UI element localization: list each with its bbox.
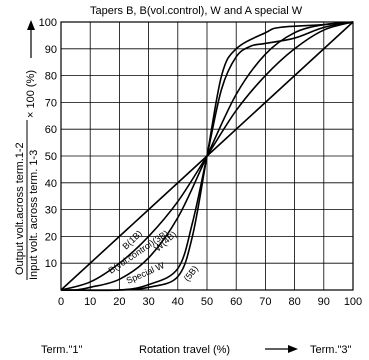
x-tick-label: 40: [172, 296, 184, 308]
chart-title: Tapers B, B(vol.control), W and A specia…: [90, 5, 303, 17]
tick-labels: 0 10 20 30 40 50 60 70 80 90 100 10 20 30 40 50 60 70 80 90…: [39, 17, 363, 308]
x-end-right: Term."3": [310, 344, 352, 356]
y-tick-label: 30: [45, 205, 57, 217]
series-line-2: [60, 21, 354, 291]
x-axis-label: Rotation travel (%): [139, 344, 230, 356]
x-tick-label: 90: [318, 296, 330, 308]
y-tick-label: 10: [45, 258, 57, 270]
series-line-4: [60, 21, 354, 291]
y-axis-label: Output volt.across term.1-2 Input volt. …: [14, 20, 40, 280]
y-axis-arrow-icon: [27, 20, 35, 30]
annotation-special-w: Special W: [125, 260, 167, 286]
x-tick-label: 0: [58, 296, 64, 308]
y-tick-label: 70: [45, 97, 57, 109]
x-tick-label: 50: [201, 296, 213, 308]
y-tick-label: 80: [45, 71, 57, 83]
y-axis-label-numerator: Output volt.across term.1-2: [14, 142, 26, 275]
y-tick-label: 20: [45, 231, 57, 243]
x-tick-label: 10: [84, 296, 96, 308]
x-tick-label: 60: [230, 296, 242, 308]
y-tick-label: 90: [45, 44, 57, 56]
y-tick-label: 100: [39, 17, 57, 29]
y-tick-label: 50: [45, 151, 57, 163]
y-tick-label: 60: [45, 124, 57, 136]
x-tick-label: 30: [142, 296, 154, 308]
y-tick-label: 40: [45, 178, 57, 190]
x-tick-label: 20: [113, 296, 125, 308]
x-tick-label: 100: [344, 296, 362, 308]
series-layer: [60, 21, 354, 292]
y-axis-label-denominator: Input volt. across term. 1-3: [28, 150, 40, 280]
plot-frame: [60, 21, 354, 291]
x-tick-label: 80: [288, 296, 300, 308]
x-axis-arrow-icon: [288, 345, 298, 353]
x-end-left: Term."1": [41, 344, 83, 356]
series-line-3: [60, 21, 354, 292]
y-axis-label-suffix: × 100 (%): [25, 70, 37, 118]
x-tick-label: 70: [259, 296, 271, 308]
